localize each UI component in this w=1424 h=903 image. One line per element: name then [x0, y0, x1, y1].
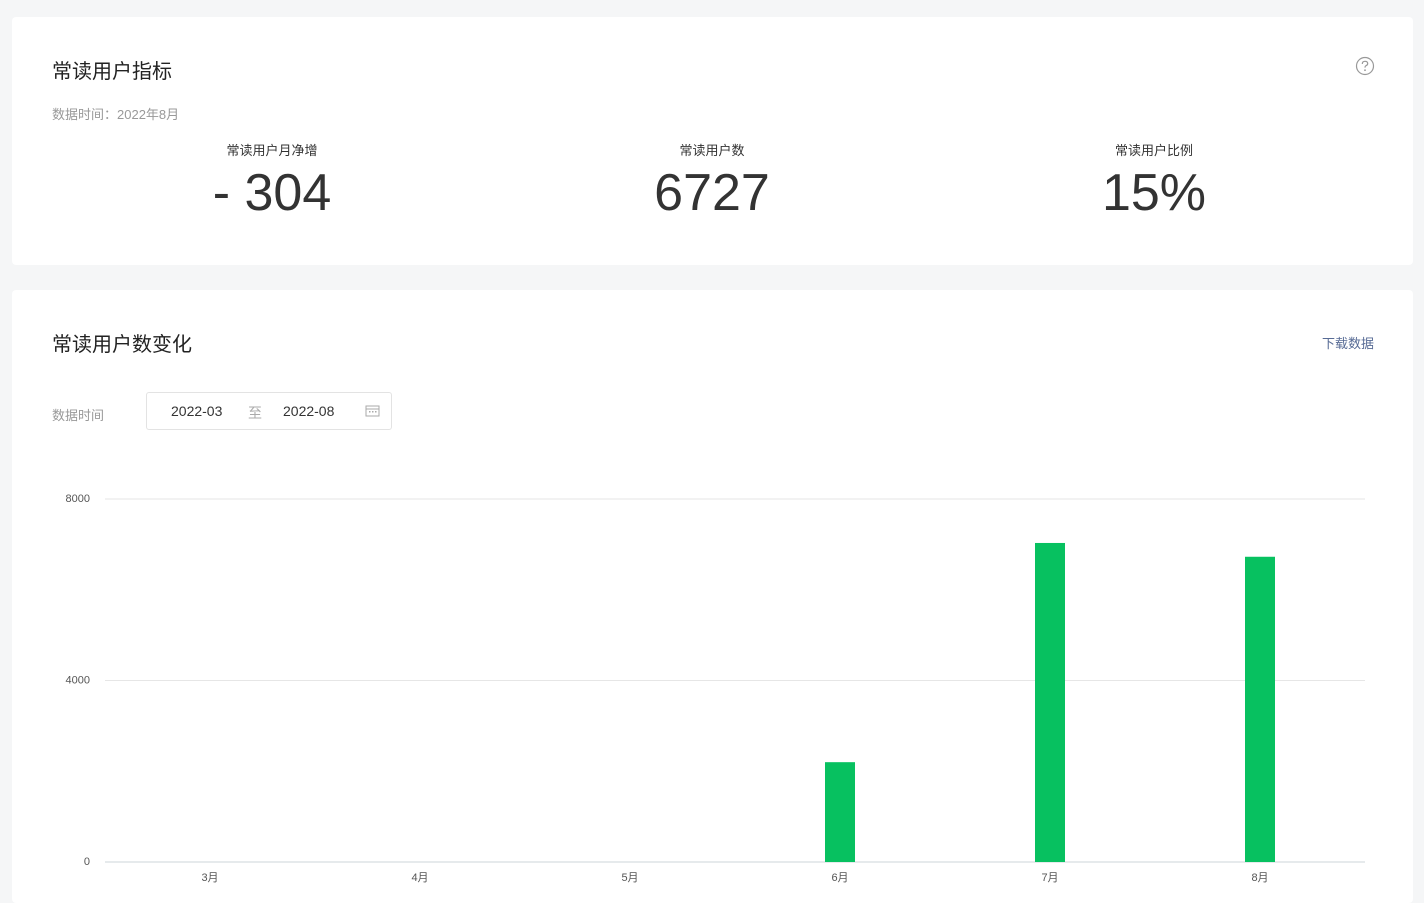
y-tick-label: 4000	[66, 674, 90, 686]
x-tick-label: 6月	[831, 872, 848, 884]
x-tick-label: 5月	[621, 872, 638, 884]
bar	[1035, 542, 1065, 862]
metric-value: 6727	[654, 164, 770, 222]
bar	[825, 762, 855, 862]
x-tick-label: 7月	[1041, 872, 1058, 884]
help-icon[interactable]	[1355, 56, 1375, 76]
metric-value: 15%	[1101, 164, 1207, 222]
metric-label: 常读用户月净增	[226, 143, 318, 158]
metrics-card	[12, 17, 1413, 265]
metric-label: 常读用户数	[679, 143, 745, 158]
y-tick-label: 0	[84, 856, 90, 868]
data-time: 数据时间：2022年8月	[52, 107, 180, 122]
metric-value: - 304	[212, 164, 332, 222]
x-tick-label: 4月	[411, 872, 428, 884]
start-date[interactable]: 2022-03	[171, 403, 223, 419]
bar	[1245, 556, 1275, 862]
x-tick-label: 3月	[201, 872, 218, 884]
x-tick-label: 8月	[1251, 872, 1268, 884]
y-tick-label: 8000	[66, 493, 90, 505]
date-label: 数据时间	[52, 408, 105, 423]
metric-label: 常读用户比例	[1114, 143, 1193, 158]
end-date[interactable]: 2022-08	[283, 403, 335, 419]
section-title: 常读用户数变化	[52, 334, 192, 356]
date-range-picker[interactable]: 2022-03 至 2022-08	[146, 392, 392, 430]
download-link[interactable]: 下载数据	[1321, 336, 1374, 351]
calendar-icon	[365, 405, 380, 417]
card-title: 常读用户指标	[52, 61, 172, 83]
date-separator: 至	[248, 405, 262, 421]
